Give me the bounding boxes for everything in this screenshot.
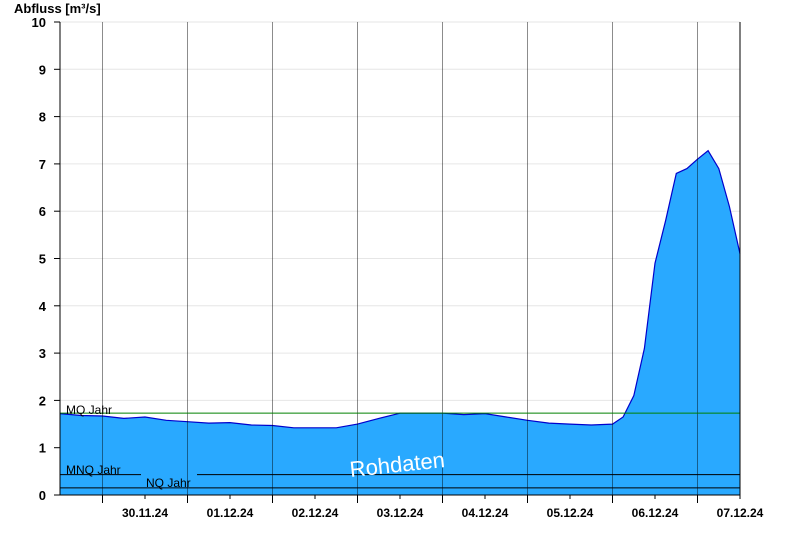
reference-line-label: MNQ Jahr: [66, 463, 121, 477]
y-tick-label: 0: [39, 488, 46, 503]
x-tick-label: 03.12.24: [377, 506, 424, 520]
x-tick-label: 30.11.24: [122, 506, 168, 520]
x-tick-labels: 30.11.24 01.12.24 02.12.24 03.12.24 04.12.24…: [122, 506, 764, 520]
grid-lines: [60, 21, 740, 449]
y-axis-label: Abfluss [m³/s]: [14, 1, 101, 16]
axes: [54, 21, 741, 503]
y-tick-label: 1: [39, 441, 46, 456]
x-tick-label: 02.12.24: [292, 506, 339, 520]
y-tick-label: 8: [39, 110, 46, 125]
discharge-area: [60, 150, 740, 495]
discharge-line: [59, 149, 741, 429]
y-tick-label: 5: [39, 252, 46, 267]
reference-line-label: NQ Jahr: [146, 476, 191, 490]
x-tick-label: 06.12.24: [632, 506, 679, 520]
x-tick-label: 04.12.24: [462, 506, 509, 520]
y-tick-label: 6: [39, 204, 46, 219]
y-tick-labels: 0 1 2 3 4 5 6 7 8 9 10: [32, 15, 47, 503]
y-tick-label: 2: [39, 393, 46, 408]
x-tick-label: 05.12.24: [547, 506, 594, 520]
y-tick-label: 7: [39, 157, 46, 172]
x-tick-label: 07.12.24: [717, 506, 764, 520]
y-tick-label: 4: [39, 299, 47, 314]
x-tick-label: 01.12.24: [207, 506, 254, 520]
y-tick-label: 3: [39, 346, 46, 361]
reference-lines: MQ Jahr MNQ Jahr NQ Jahr: [60, 403, 740, 490]
y-tick-label: 9: [39, 62, 46, 77]
y-tick-label: 10: [32, 15, 46, 30]
day-divider-lines: [102, 22, 698, 495]
reference-line-label: MQ Jahr: [66, 403, 112, 417]
